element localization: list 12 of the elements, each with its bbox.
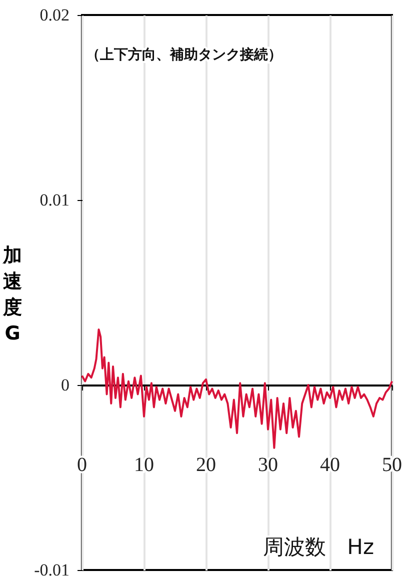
x-tick-label: 40: [320, 454, 340, 476]
line-series: [81, 328, 393, 449]
x-tick-label: 10: [134, 454, 154, 476]
y-tick-label: 0.01: [40, 190, 70, 210]
y-tick-label: -0.01: [34, 560, 70, 579]
y-tick-label: 0.02: [40, 6, 70, 24]
text: （上下方向、補助タンク接続）: [86, 46, 282, 63]
x-axis-title: 周波数 Hz: [263, 535, 374, 559]
x-tick-label: 30: [258, 454, 278, 476]
y-tick-label: 0: [61, 376, 70, 394]
y-axis-title: 加速度 G: [2, 244, 22, 344]
x-tick-label: 20: [196, 454, 216, 476]
